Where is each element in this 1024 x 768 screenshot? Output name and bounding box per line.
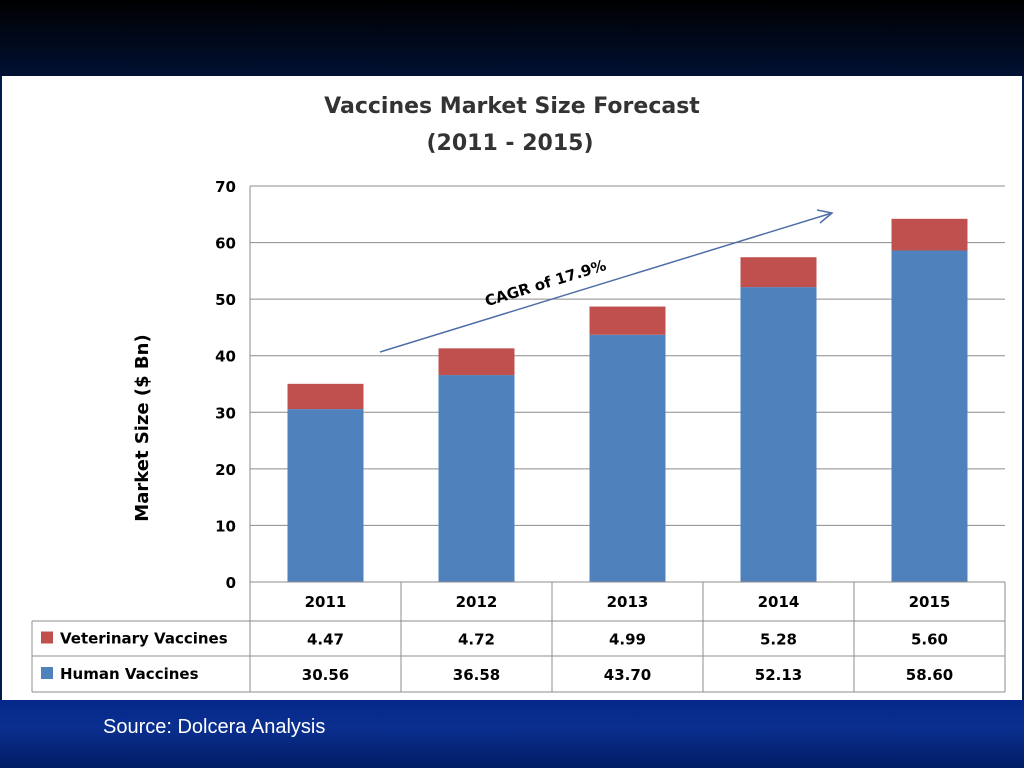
legend-label: Human Vaccines <box>60 665 199 683</box>
y-tick-label: 0 <box>226 574 236 592</box>
bar-veterinary-2014 <box>740 257 817 288</box>
legend-swatch-human <box>41 667 53 679</box>
data-label: 58.60 <box>906 666 953 684</box>
x-tick-label: 2011 <box>305 593 347 611</box>
slide-footer-band <box>0 700 1024 768</box>
bar-human-2015 <box>891 250 968 582</box>
bar-human-2014 <box>740 287 817 582</box>
slide-header-band <box>0 0 1024 76</box>
y-tick-label: 40 <box>215 348 236 366</box>
x-tick-label: 2013 <box>607 593 649 611</box>
bar-veterinary-2013 <box>589 306 666 335</box>
chart-subtitle: (2011 - 2015) <box>426 131 593 156</box>
data-label: 5.28 <box>760 631 797 649</box>
bar-veterinary-2011 <box>287 383 364 410</box>
bar-chart: Vaccines Market Size Forecast (2011 - 20… <box>31 94 1006 693</box>
data-label: 4.99 <box>609 631 646 649</box>
x-tick-label: 2012 <box>456 593 498 611</box>
data-label: 36.58 <box>453 666 500 684</box>
y-tick-label: 70 <box>215 178 236 196</box>
legend-swatch-veterinary <box>41 631 53 644</box>
chart-panel: Vaccines Market Size Forecast (2011 - 20… <box>2 76 1022 700</box>
bar-human-2012 <box>438 375 515 582</box>
x-tick-label: 2015 <box>909 593 951 611</box>
bar-human-2011 <box>287 409 364 582</box>
bar-veterinary-2012 <box>438 348 515 376</box>
data-label: 4.72 <box>458 631 495 649</box>
bar-veterinary-2015 <box>891 218 968 251</box>
data-label: 43.70 <box>604 666 651 684</box>
source-note: Source: Dolcera Analysis <box>103 716 326 738</box>
chart-title: Vaccines Market Size Forecast <box>324 94 700 119</box>
x-tick-label: 2014 <box>758 593 800 611</box>
cagr-arrow <box>379 212 833 353</box>
data-label: 5.60 <box>911 631 948 649</box>
data-label: 52.13 <box>755 666 802 684</box>
y-tick-label: 20 <box>215 461 236 479</box>
data-label: 30.56 <box>302 666 349 684</box>
y-axis-label: Market Size ($ Bn) <box>132 334 153 521</box>
cagr-arrow-head <box>816 209 834 224</box>
legend-label: Veterinary Vaccines <box>60 630 228 648</box>
y-tick-label: 30 <box>215 404 236 422</box>
y-tick-label: 60 <box>215 235 236 253</box>
y-tick-label: 10 <box>215 517 236 535</box>
cagr-annotation: CAGR of 17.9% <box>483 256 609 310</box>
data-label: 4.47 <box>307 631 344 649</box>
y-tick-label: 50 <box>215 291 236 309</box>
bar-human-2013 <box>589 334 666 582</box>
